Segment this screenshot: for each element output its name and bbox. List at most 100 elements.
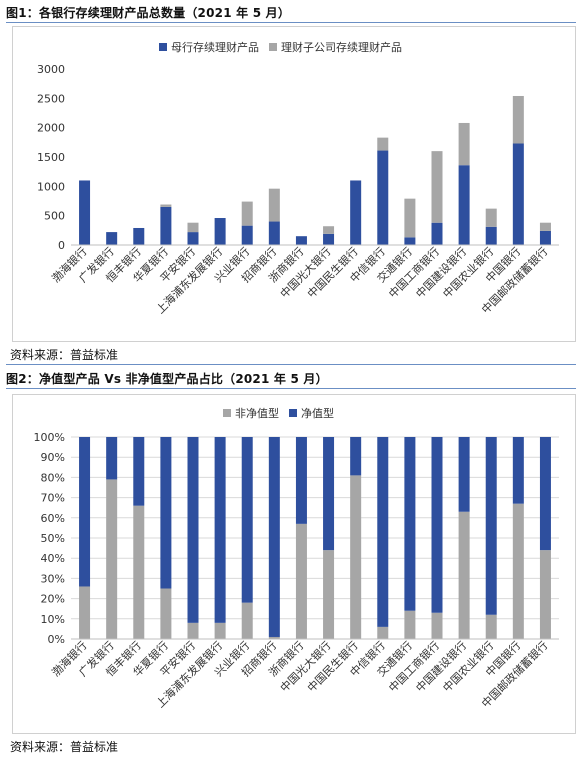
chart1-legend-label-1: 理财子公司存续理财产品 bbox=[281, 40, 402, 54]
chart2-bar-15-1 bbox=[485, 437, 497, 615]
chart2-bar-10-1 bbox=[350, 437, 362, 476]
chart2-ytick-label-6: 60% bbox=[41, 512, 65, 525]
chart1-legend-swatch-1 bbox=[269, 43, 277, 51]
chart2-bar-11-1 bbox=[377, 437, 389, 627]
chart1-bar-17-0 bbox=[539, 230, 551, 245]
chart1-bar-16-0 bbox=[512, 143, 524, 245]
chart1-bar-1-0 bbox=[106, 232, 118, 245]
chart2-bar-8-1 bbox=[295, 437, 307, 524]
chart1-legend-swatch-0 bbox=[159, 43, 167, 51]
chart1-bar-11-0 bbox=[377, 150, 389, 245]
chart2-bar-5-1 bbox=[214, 437, 226, 623]
chart2-ytick-label-5: 50% bbox=[41, 532, 65, 545]
chart1-bar-12-1 bbox=[404, 198, 416, 238]
chart1-bar-15-0 bbox=[485, 226, 497, 245]
chart1-bar-4-1 bbox=[187, 222, 199, 233]
chart1-bar-14-1 bbox=[458, 122, 470, 166]
chart1-bar-5-0 bbox=[214, 218, 226, 245]
figure1-title: 图1：各银行存续理财产品总数量（2021 年 5 月） bbox=[6, 6, 291, 20]
chart2-ytick-label-1: 10% bbox=[41, 613, 65, 626]
chart1-bar-11-1 bbox=[377, 137, 389, 151]
chart1-bar-6-0 bbox=[241, 225, 253, 245]
chart1-bar-4-0 bbox=[187, 232, 199, 245]
chart1-ytick-label-2: 1000 bbox=[37, 180, 65, 193]
chart2-bar-14-0 bbox=[458, 511, 470, 639]
figure1-source: 资料来源：普益标准 bbox=[10, 348, 119, 362]
chart2-bar-4-0 bbox=[187, 622, 199, 639]
chart2-bar-5-0 bbox=[214, 622, 226, 639]
chart2-svg: 非净值型 净值型 0% 10% 20% 30% 40% 50% 60% 70% 80% 90% 100%… bbox=[34, 406, 559, 710]
chart2-bar-2-1 bbox=[133, 437, 145, 506]
chart2-legend-swatch-0 bbox=[223, 409, 231, 417]
chart2-bar-6-0 bbox=[241, 602, 253, 639]
chart1-bar-15-1 bbox=[485, 208, 497, 227]
chart2-frame: 非净值型 净值型 0% 10% 20% 30% 40% 50% 60% 70% 80% 90% 100%… bbox=[12, 394, 576, 734]
chart2-ytick-label-3: 30% bbox=[41, 572, 65, 585]
chart1-ytick-label-0: 0 bbox=[58, 239, 65, 252]
chart2-bar-6-1 bbox=[241, 437, 253, 603]
chart1-ytick-label-1: 500 bbox=[44, 210, 65, 223]
chart1-bar-7-0 bbox=[268, 221, 280, 245]
chart2-ytick-label-9: 90% bbox=[41, 451, 65, 464]
chart2-bar-10-0 bbox=[350, 475, 362, 639]
chart1-bar-3-0 bbox=[160, 206, 172, 245]
chart2-bar-13-0 bbox=[431, 612, 443, 639]
chart2-bar-1-1 bbox=[106, 437, 118, 480]
chart1-frame: 母行存续理财产品 理财子公司存续理财产品 0 500 1000 1500 2000 2500 3… bbox=[12, 26, 576, 342]
figure2-source: 资料来源：普益标准 bbox=[10, 740, 119, 754]
chart1-bar-7-1 bbox=[268, 188, 280, 222]
chart1-bar-12-0 bbox=[404, 237, 416, 245]
chart1-bar-13-1 bbox=[431, 151, 443, 223]
chart2-bar-2-0 bbox=[133, 505, 145, 639]
chart2-legend-label-1: 净值型 bbox=[301, 406, 334, 420]
chart1-bar-2-0 bbox=[133, 227, 145, 245]
chart2-bar-14-1 bbox=[458, 437, 470, 512]
chart2-bar-17-1 bbox=[539, 437, 551, 551]
chart2-ytick-label-2: 20% bbox=[41, 593, 65, 606]
chart1-bar-13-0 bbox=[431, 222, 443, 245]
chart1-ytick-label-6: 3000 bbox=[37, 63, 65, 76]
chart2-bar-0-1 bbox=[79, 437, 91, 587]
chart2-bar-11-0 bbox=[377, 626, 389, 639]
chart2-bar-9-1 bbox=[323, 437, 335, 551]
chart2-bar-16-0 bbox=[512, 503, 524, 639]
figure2-title-rule bbox=[6, 388, 576, 389]
chart1-bar-16-1 bbox=[512, 95, 524, 144]
chart1-bar-0-0 bbox=[79, 180, 91, 245]
chart2-legend-swatch-1 bbox=[289, 409, 297, 417]
chart2-ytick-label-8: 80% bbox=[41, 471, 65, 484]
chart2-bar-12-1 bbox=[404, 437, 416, 611]
chart2-bar-0-0 bbox=[79, 586, 91, 639]
chart2-ytick-label-4: 40% bbox=[41, 552, 65, 565]
chart2-bar-7-0 bbox=[268, 636, 280, 639]
chart1-bar-3-1 bbox=[160, 204, 172, 207]
chart1-ytick-label-5: 2500 bbox=[37, 92, 65, 105]
chart2-bar-4-1 bbox=[187, 437, 199, 623]
chart2-ytick-label-7: 70% bbox=[41, 492, 65, 505]
chart2-bar-1-0 bbox=[106, 479, 118, 639]
chart1-legend-label-0: 母行存续理财产品 bbox=[171, 40, 259, 54]
chart1-bar-9-1 bbox=[323, 226, 335, 234]
chart2-bar-7-1 bbox=[268, 437, 280, 637]
chart1-bar-9-0 bbox=[323, 233, 335, 245]
chart1-ytick-label-4: 2000 bbox=[37, 122, 65, 135]
chart2-ytick-label-0: 0% bbox=[48, 633, 65, 646]
chart2-bar-12-0 bbox=[404, 610, 416, 639]
chart1-ytick-label-3: 1500 bbox=[37, 151, 65, 164]
chart1-svg: 母行存续理财产品 理财子公司存续理财产品 0 500 1000 1500 2000 2500 3… bbox=[37, 40, 559, 316]
chart1-bar-14-0 bbox=[458, 165, 470, 245]
figure1-title-rule bbox=[6, 22, 576, 23]
chart2-bar-9-0 bbox=[323, 550, 335, 639]
chart2-bar-17-0 bbox=[539, 550, 551, 639]
chart1-bar-10-0 bbox=[350, 180, 362, 245]
chart2-bar-16-1 bbox=[512, 437, 524, 504]
chart2-bar-13-1 bbox=[431, 437, 443, 613]
chart2-bar-3-1 bbox=[160, 437, 172, 589]
figure2-title: 图2：净值型产品 Vs 非净值型产品占比（2021 年 5 月） bbox=[6, 372, 328, 386]
chart2-ytick-label-10: 100% bbox=[34, 431, 65, 444]
chart2-bar-15-0 bbox=[485, 614, 497, 639]
chart1-bar-8-0 bbox=[295, 236, 307, 245]
chart2-legend-label-0: 非净值型 bbox=[235, 406, 279, 420]
figure1-source-rule bbox=[6, 364, 576, 365]
chart2-bar-3-0 bbox=[160, 588, 172, 639]
